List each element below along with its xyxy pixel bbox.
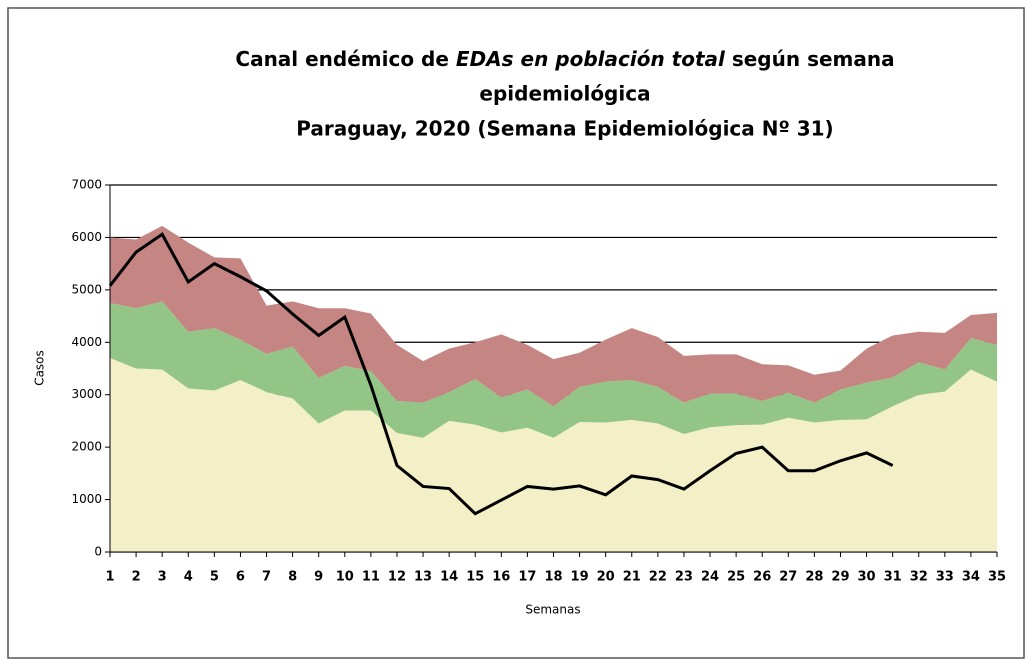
x-tick-label: 20: [597, 570, 615, 585]
chart-title: Paraguay, 2020 (Semana Epidemiológica Nº…: [296, 117, 833, 141]
title-part: EDAs en población total: [456, 47, 726, 71]
y-tick-label: 5000: [71, 282, 102, 296]
area: [110, 301, 997, 438]
x-tick-label: 21: [623, 570, 641, 585]
x-tick-label: 31: [884, 570, 902, 585]
x-tick-label: 18: [544, 570, 562, 585]
x-tick-label: 8: [288, 570, 297, 585]
x-tick-label: 19: [571, 570, 589, 585]
x-tick-label: 28: [805, 570, 823, 585]
x-tick-label: 12: [388, 570, 406, 585]
x-tick-label: 2: [132, 570, 141, 585]
y-axis-label: Casos: [33, 350, 47, 386]
x-tick-label: 34: [962, 570, 980, 585]
x-tick-label: 7: [262, 570, 271, 585]
x-tick-label: 3: [158, 570, 167, 585]
x-tick-label: 6: [236, 570, 245, 585]
chart-title: Canal endémico de EDAs en población tota…: [235, 47, 894, 71]
x-tick-label: 14: [440, 570, 458, 585]
y-tick-label: 6000: [71, 230, 102, 244]
x-tick-label: 17: [518, 570, 536, 585]
area: [110, 358, 997, 552]
y-tick-label: 3000: [71, 387, 102, 401]
title-part: Canal endémico de: [235, 47, 456, 71]
x-tick-label: 23: [675, 570, 693, 585]
x-tick-label: 25: [727, 570, 745, 585]
x-tick-label: 29: [831, 570, 849, 585]
area: [110, 225, 997, 407]
line: [108, 232, 894, 516]
y-tick-label: 4000: [71, 335, 102, 349]
x-tick-label: 11: [362, 570, 380, 585]
x-tick-label: 27: [779, 570, 797, 585]
y-tick-label: 7000: [71, 178, 102, 192]
title-part: según semana: [725, 47, 895, 71]
x-tick-label: 22: [649, 570, 667, 585]
x-tick-label: 35: [988, 570, 1006, 585]
x-tick-label: 30: [858, 570, 876, 585]
chart-title: epidemiológica: [479, 82, 650, 106]
x-tick-label: 5: [210, 570, 219, 585]
x-tick-label: 33: [936, 570, 954, 585]
y-tick-label: 1000: [71, 492, 102, 506]
x-tick-label: 1: [105, 570, 114, 585]
y-tick-label: 0: [94, 545, 102, 559]
x-tick-label: 13: [414, 570, 432, 585]
x-tick-label: 10: [336, 570, 354, 585]
x-tick-label: 16: [492, 570, 510, 585]
x-tick-label: 15: [466, 570, 484, 585]
x-tick-label: 9: [314, 570, 323, 585]
x-tick-label: 26: [753, 570, 771, 585]
x-tick-label: 4: [184, 570, 193, 585]
x-tick-label: 32: [910, 570, 928, 585]
x-tick-label: 24: [701, 570, 719, 585]
y-tick-label: 2000: [71, 440, 102, 454]
x-axis-label: Semanas: [525, 603, 580, 617]
